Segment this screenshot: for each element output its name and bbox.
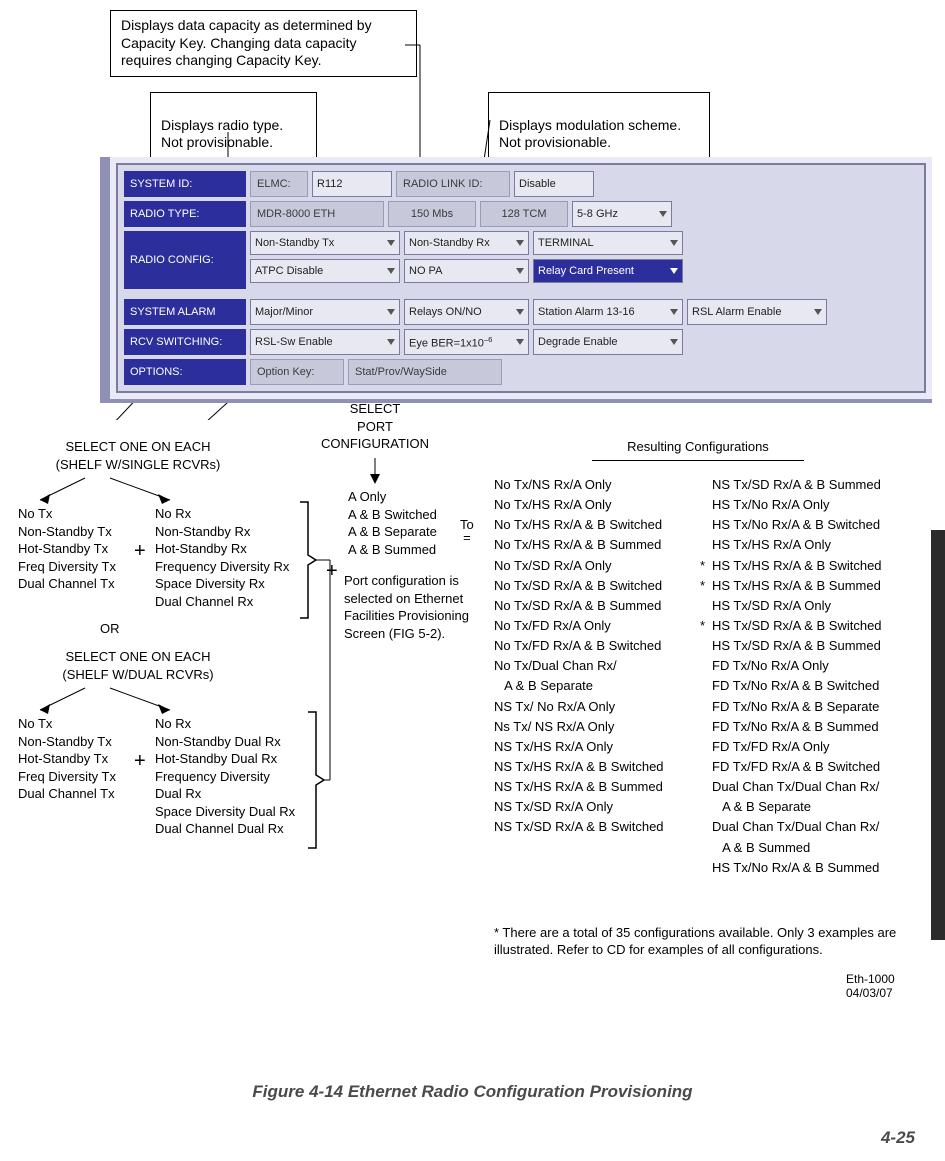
result-line: HS Tx/HS Rx/A & B Switched	[712, 556, 882, 576]
result-line: FD Tx/No Rx/A Only	[712, 656, 829, 676]
result-star	[700, 737, 712, 757]
footnote: * There are a total of 35 configurations…	[494, 925, 924, 959]
result-line: HS Tx/No Rx/A & B Summed	[712, 858, 879, 878]
figure-caption: Figure 4-14 Ethernet Radio Configuration…	[0, 1082, 945, 1102]
result-line: FD Tx/FD Rx/A Only	[712, 737, 830, 757]
result-star	[700, 676, 712, 696]
result-star	[700, 858, 712, 878]
result-star	[700, 596, 712, 616]
result-star: *	[700, 556, 712, 576]
result-line: HS Tx/SD Rx/A Only	[712, 596, 831, 616]
result-line: HS Tx/SD Rx/A & B Summed	[712, 636, 881, 656]
result-line: FD Tx/FD Rx/A & B Switched	[712, 757, 880, 777]
result-line: FD Tx/No Rx/A & B Separate	[712, 697, 879, 717]
meta-line1: Eth-1000	[846, 972, 895, 986]
result-star	[700, 515, 712, 535]
result-line: A & B Summed	[712, 838, 810, 858]
result-line: Dual Chan Tx/Dual Chan Rx/	[712, 777, 879, 797]
result-line: FD Tx/No Rx/A & B Switched	[712, 676, 879, 696]
side-tab	[931, 530, 945, 940]
result-star	[700, 697, 712, 717]
result-line: FD Tx/No Rx/A & B Summed	[712, 717, 879, 737]
meta-block: Eth-1000 04/03/07	[846, 972, 895, 1000]
result-line: Dual Chan Tx/Dual Chan Rx/	[712, 817, 879, 837]
result-line: HS Tx/No Rx/A & B Switched	[712, 515, 880, 535]
result-star: *	[700, 616, 712, 636]
resulting-col1: No Tx/NS Rx/A Only No Tx/HS Rx/A Only No…	[494, 475, 664, 838]
resulting-col2: NS Tx/SD Rx/A & B SummedHS Tx/No Rx/A On…	[700, 475, 882, 878]
result-star	[700, 717, 712, 737]
result-line: HS Tx/HS Rx/A & B Summed	[712, 576, 881, 596]
result-star	[700, 797, 712, 817]
result-star	[700, 838, 712, 858]
result-star	[700, 495, 712, 515]
result-line: NS Tx/SD Rx/A & B Summed	[712, 475, 881, 495]
meta-line2: 04/03/07	[846, 986, 893, 1000]
result-line: HS Tx/No Rx/A Only	[712, 495, 830, 515]
footnote-text: * There are a total of 35 configurations…	[494, 925, 896, 957]
result-star	[700, 636, 712, 656]
result-star: *	[700, 576, 712, 596]
result-star	[700, 656, 712, 676]
page-number: 4-25	[881, 1128, 915, 1148]
to-equals: To =	[460, 518, 474, 544]
result-star	[700, 535, 712, 555]
result-line: HS Tx/HS Rx/A Only	[712, 535, 831, 555]
result-star	[700, 817, 712, 837]
note-port-config: Port configuration is selected on Ethern…	[344, 572, 478, 642]
result-line: HS Tx/SD Rx/A & B Switched	[712, 616, 882, 636]
result-star	[700, 757, 712, 777]
result-line: A & B Separate	[712, 797, 811, 817]
result-star	[700, 475, 712, 495]
list-port-config: A Only A & B Switched A & B Separate A &…	[348, 488, 437, 558]
plus-combine: +	[326, 560, 338, 583]
result-star	[700, 777, 712, 797]
